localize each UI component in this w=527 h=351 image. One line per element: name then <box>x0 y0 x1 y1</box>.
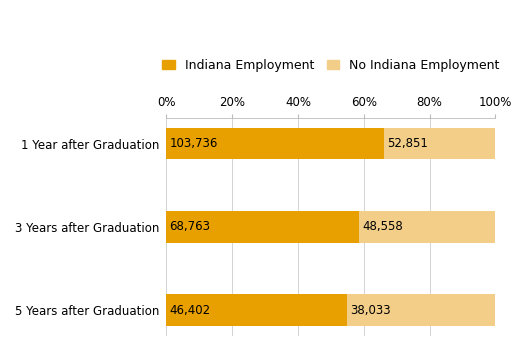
Text: 103,736: 103,736 <box>170 137 218 150</box>
Text: 68,763: 68,763 <box>170 220 211 233</box>
Bar <box>347 294 495 326</box>
Bar <box>384 128 495 159</box>
Text: 48,558: 48,558 <box>363 220 403 233</box>
Text: 52,851: 52,851 <box>387 137 428 150</box>
Legend: Indiana Employment, No Indiana Employment: Indiana Employment, No Indiana Employmen… <box>162 59 500 72</box>
Bar <box>167 294 347 326</box>
Bar <box>167 211 359 243</box>
Text: 38,033: 38,033 <box>350 304 391 317</box>
Bar <box>167 128 384 159</box>
Text: 46,402: 46,402 <box>170 304 211 317</box>
Bar <box>359 211 495 243</box>
